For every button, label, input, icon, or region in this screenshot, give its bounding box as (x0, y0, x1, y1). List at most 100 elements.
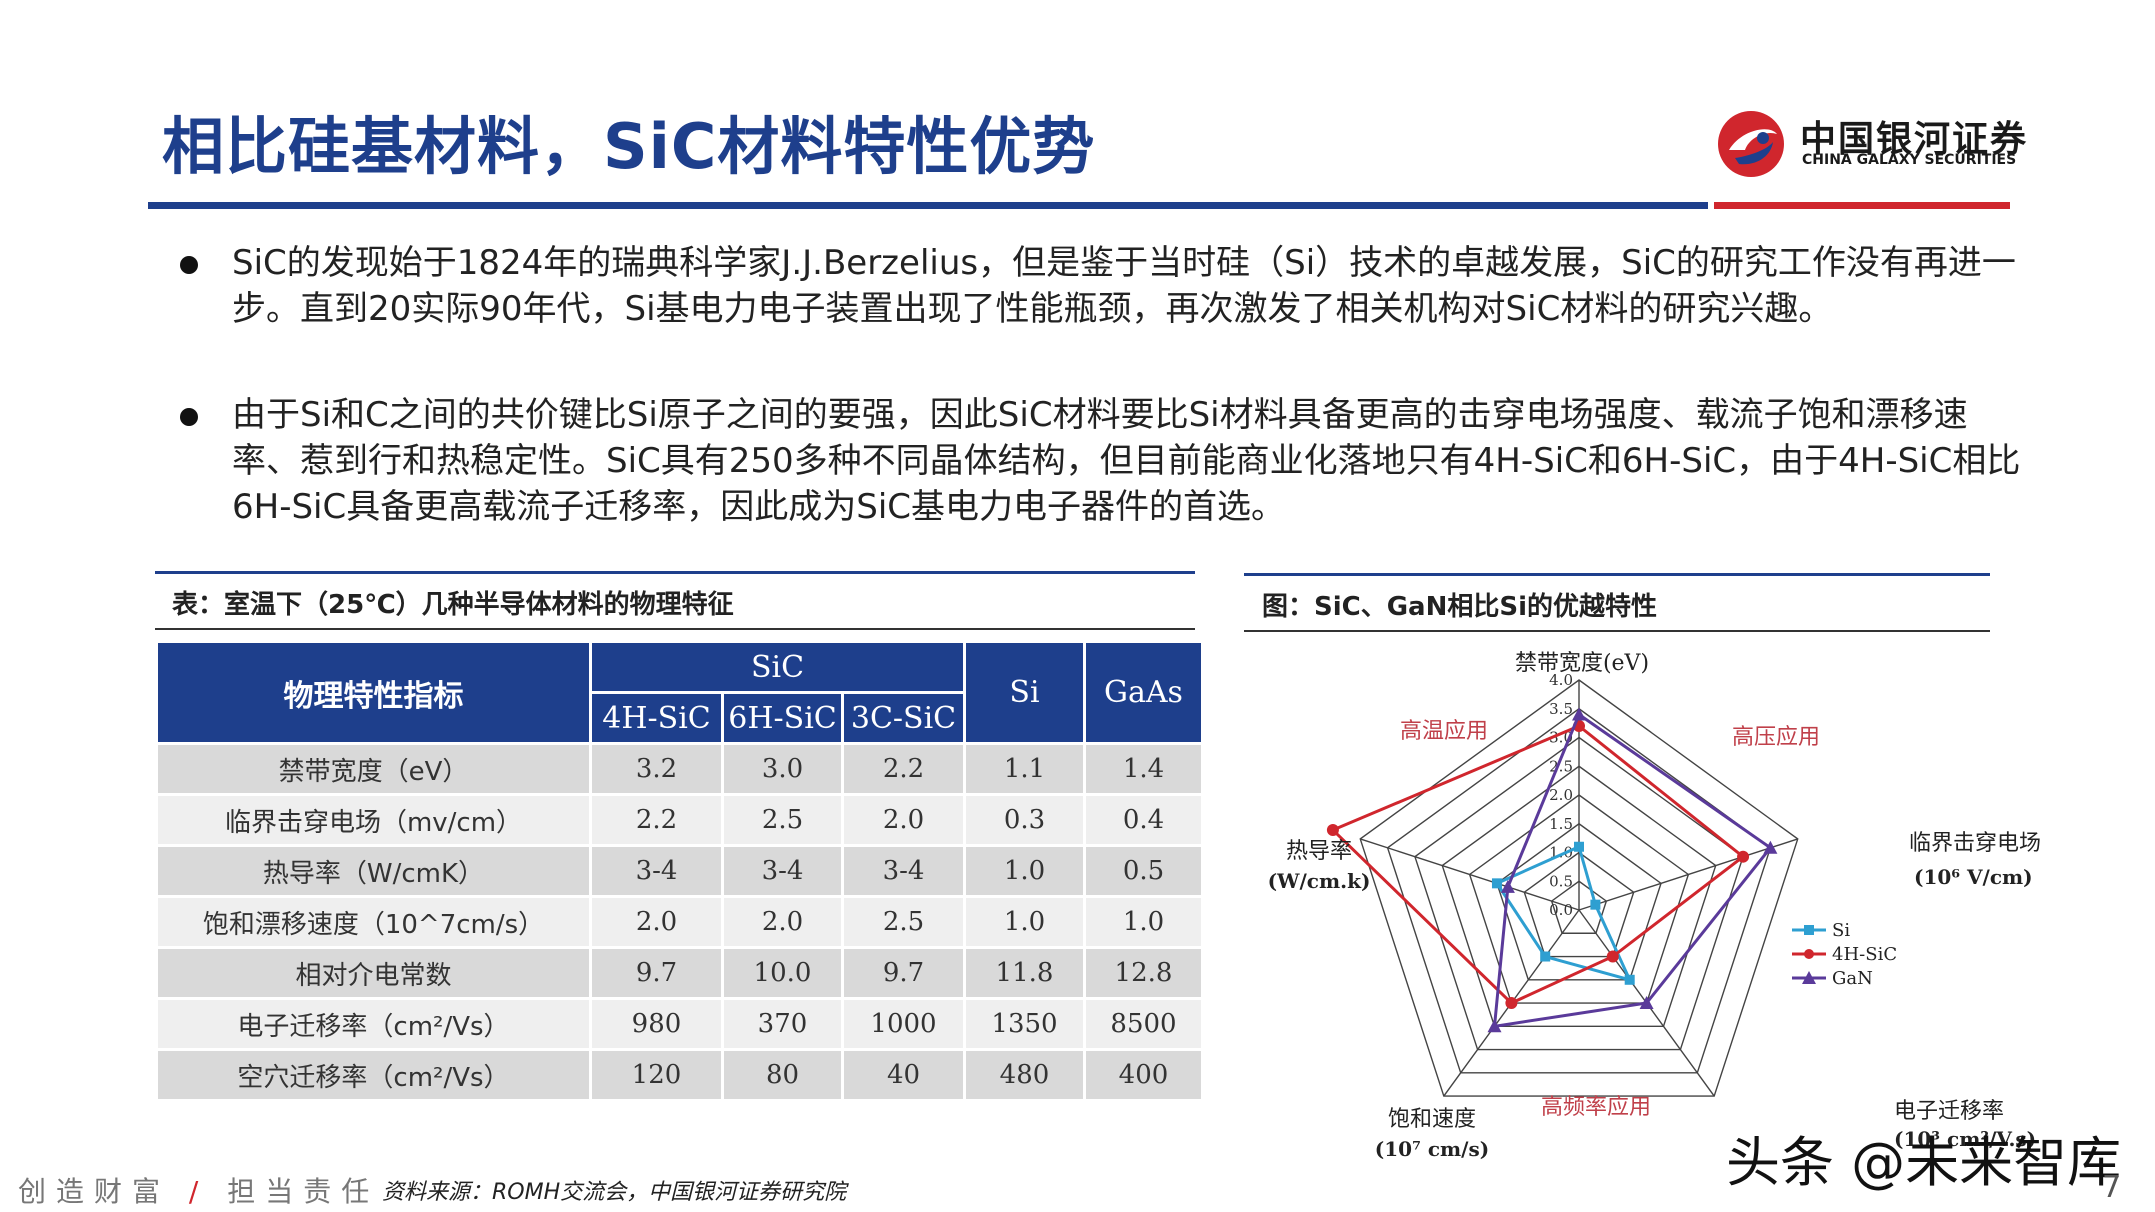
table-row: 空穴迁移率（cm²/Vs） 120 80 40 480 400 (155, 1049, 1204, 1102)
footer-slogan: 创造财富 / 担当责任 (18, 1170, 379, 1210)
radar-axis-label: 饱和速度 (1388, 1107, 1476, 1132)
radar-grid-ring (1441, 765, 1717, 1027)
table-cell: 2.5 (721, 794, 844, 847)
radar-point (1590, 899, 1601, 910)
table-cell: 0.5 (1083, 845, 1204, 898)
radar-tick-label: 2.0 (1549, 786, 1573, 804)
radar-grid-ring (1496, 822, 1662, 981)
table-cell: 0.3 (963, 794, 1086, 847)
radar-point (1606, 950, 1619, 963)
table-cell: 1.0 (1083, 896, 1204, 949)
table-cell: 9.7 (841, 947, 966, 1000)
radar-grid-ring (1468, 794, 1690, 1004)
slogan-part-b: 担当责任 (227, 1175, 380, 1208)
table-cell: 120 (589, 1049, 724, 1102)
table-cell: 3-4 (721, 845, 844, 898)
table-cell: 400 (1083, 1049, 1204, 1102)
table-cell: 40 (841, 1049, 966, 1102)
row-label: 热导率（W/cmK） (155, 845, 592, 898)
radar-tick-label: 3.5 (1549, 700, 1573, 718)
legend-label: 4H-SiC (1832, 944, 1897, 965)
page-title: 相比硅基材料，SiC材料特性优势 (162, 110, 1096, 183)
source-note: 资料来源：ROMH交流会，中国银河证券研究院 (382, 1180, 847, 1205)
table-row: 临界击穿电场（mv/cm） 2.2 2.5 2.0 0.3 0.4 (155, 794, 1204, 847)
table-cell: 3.2 (589, 743, 724, 796)
table-cell: 1.4 (1083, 743, 1204, 796)
radar-axis-unit: (10⁷ cm/s) (1375, 1137, 1489, 1160)
table-cell: 1.1 (963, 743, 1086, 796)
header-4h-sic: 4H-SiC (589, 691, 724, 745)
table-cell: 480 (963, 1049, 1086, 1102)
row-label: 相对介电常数 (155, 947, 592, 1000)
header-rule-blue (148, 202, 1708, 209)
table-cell: 12.8 (1083, 947, 1204, 1000)
company-logo (1718, 111, 1784, 177)
row-label: 空穴迁移率（cm²/Vs） (155, 1049, 592, 1102)
table-cell: 2.5 (841, 896, 966, 949)
table-cell: 3-4 (589, 845, 724, 898)
figure-caption-rule (1244, 630, 1990, 632)
radar-tick-label: 0.0 (1549, 901, 1573, 919)
table-row: 饱和漂移速度（10^7cm/s） 2.0 2.0 2.5 1.0 1.0 (155, 896, 1204, 949)
logo-text-cn: 中国银河证券 (1800, 119, 2029, 160)
table-cell: 3.0 (721, 743, 844, 796)
row-label: 饱和漂移速度（10^7cm/s） (155, 896, 592, 949)
radar-grid-ring (1523, 851, 1635, 958)
radar-point (1572, 707, 1586, 721)
slogan-slash: / (188, 1175, 209, 1208)
table-cell: 1.0 (963, 845, 1086, 898)
table-row: 相对介电常数 9.7 10.0 9.7 11.8 12.8 (155, 947, 1204, 1000)
logo-text-en: CHINA GALAXY SECURITIES (1802, 152, 2017, 168)
radar-axis-label: 临界击穿电场 (1909, 831, 2041, 856)
row-label: 临界击穿电场（mv/cm） (155, 794, 592, 847)
radar-application-label: 高频率应用 (1541, 1095, 1651, 1120)
page-number: 7 (2102, 1170, 2122, 1205)
table-caption-rule (155, 628, 1195, 630)
header-gaas: GaAs (1083, 640, 1204, 745)
radar-series-line (1330, 724, 1746, 1005)
table-row: 禁带宽度（eV） 3.2 3.0 2.2 1.1 1.4 (155, 743, 1204, 796)
radar-point (1326, 824, 1339, 837)
radar-spoke (1360, 838, 1580, 911)
table-cell: 2.2 (589, 794, 724, 847)
radar-axis-unit: (10⁶ V/cm) (1914, 865, 2033, 889)
table-cell: 10.0 (721, 947, 844, 1000)
radar-point (1639, 996, 1654, 1010)
bullet-paragraph-2: 由于Si和C之间的共价键比Si原子之间的要强，因此SiC材料要比Si材料具备更高… (180, 392, 2020, 532)
bullet-dot-icon (180, 256, 198, 274)
bullet-text: 由于Si和C之间的共价键比Si原子之间的要强，因此SiC材料要比Si材料具备更高… (232, 395, 2021, 527)
properties-table: 物理特性指标 SiC Si GaAs 4H-SiC 6H-SiC 3C-SiC … (155, 640, 1204, 1102)
watermark: 头条 @未来智库 (1726, 1131, 2122, 1194)
radar-spoke (1578, 838, 1798, 911)
radar-tick-label: 1.5 (1549, 815, 1573, 833)
table-cell: 2.0 (589, 896, 724, 949)
header-rule-red (1714, 202, 2010, 209)
radar-axis-label: 电子迁移率 (1894, 1099, 2004, 1124)
table-cell: 80 (721, 1049, 844, 1102)
radar-chart: 0.00.51.01.52.02.53.03.54.0禁带宽度(eV)临界击穿电… (1268, 651, 2041, 1160)
radar-point (1763, 840, 1778, 854)
radar-point (1491, 878, 1502, 889)
radar-point (1574, 841, 1584, 852)
header-3c-sic: 3C-SiC (841, 691, 966, 745)
header-6h-sic: 6H-SiC (721, 691, 844, 745)
table-cell: 9.7 (589, 947, 724, 1000)
table-cell: 2.0 (721, 896, 844, 949)
radar-axis-unit: (10³ cm²/V.s) (1894, 1127, 2036, 1151)
radar-point (1500, 879, 1515, 893)
header-sic: SiC (589, 640, 966, 694)
table-cell: 370 (721, 998, 844, 1051)
table-row: 热导率（W/cmK） 3-4 3-4 3-4 1.0 0.5 (155, 845, 1204, 898)
table-cell: 980 (589, 998, 724, 1051)
table-cell: 1.0 (963, 896, 1086, 949)
radar-application-label: 高压应用 (1732, 725, 1820, 750)
legend-marker (1804, 925, 1814, 935)
radar-axis-label: 热导率 (1286, 839, 1352, 864)
row-label: 禁带宽度（eV） (155, 743, 592, 796)
table-cell: 3-4 (841, 845, 966, 898)
table-caption: 表：室温下（25℃）几种半导体材料的物理特征 (172, 590, 734, 620)
radar-point (1624, 974, 1635, 985)
bullet-dot-icon (180, 408, 198, 426)
table-cell: 1000 (841, 998, 966, 1051)
radar-axis-label: 禁带宽度(eV) (1515, 651, 1649, 676)
